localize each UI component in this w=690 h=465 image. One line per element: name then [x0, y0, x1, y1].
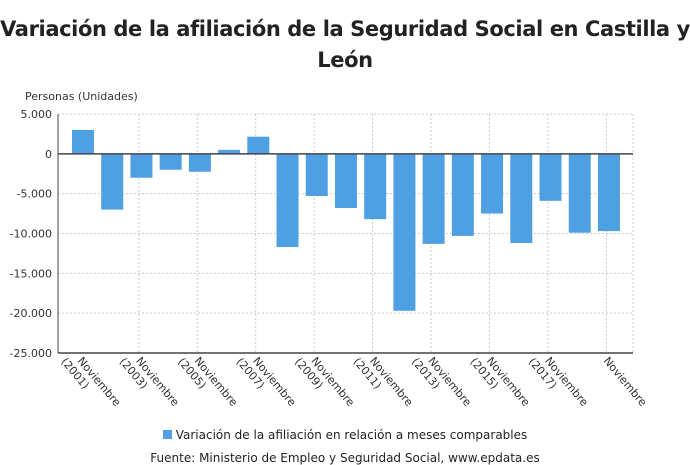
- legend: Variación de la afiliación en relación a…: [0, 428, 690, 442]
- bar: [218, 149, 241, 154]
- y-tick-label: 5.000: [21, 108, 53, 121]
- bar: [393, 153, 416, 311]
- x-tick-label: Noviembre(2003): [117, 355, 182, 410]
- y-tick-label: -15.000: [10, 267, 52, 280]
- y-axis-label: Personas (Unidades): [25, 90, 138, 103]
- x-tick-label: Noviembre(2013): [409, 355, 474, 410]
- bar: [247, 136, 270, 154]
- x-tick-label: Noviembre: [601, 355, 650, 410]
- bar: [305, 153, 328, 197]
- chart-title: Variación de la afiliación de la Segurid…: [0, 17, 690, 72]
- legend-label: Variación de la afiliación en relación a…: [175, 428, 528, 442]
- x-tick-label-line1: Noviembre: [601, 355, 650, 410]
- y-tick-labels: 5.000 0 -5.000 -10.000 -15.000 -20.000 -25.000: [10, 108, 52, 360]
- bar: [451, 153, 474, 236]
- x-tick-label: Noviembre(2011): [351, 355, 416, 410]
- bar: [101, 153, 124, 210]
- bar: [276, 153, 299, 248]
- bar: [539, 153, 562, 201]
- y-tick-label: -20.000: [10, 307, 52, 320]
- x-tick-label: Noviembre(2017): [526, 355, 591, 410]
- bar: [481, 153, 504, 214]
- grid: [58, 113, 634, 354]
- bar: [334, 153, 357, 209]
- axes: [57, 114, 633, 354]
- source-note: Fuente: Ministerio de Empleo y Seguridad…: [150, 451, 540, 465]
- x-tick-label: Noviembre(2007): [234, 355, 299, 410]
- bar: [130, 153, 153, 178]
- y-tick-label: -25.000: [10, 347, 52, 360]
- bar: [568, 153, 591, 233]
- bar: [422, 153, 445, 244]
- bar-chart: Personas (Unidades) 5.000 0 -5.000 -10.000 -…: [10, 90, 650, 410]
- x-tick-label: Noviembre(2005): [175, 355, 240, 410]
- x-tick-labels: Noviembre(2001) Noviembre(2003) Noviembre(…: [58, 355, 650, 410]
- bar: [188, 153, 211, 172]
- bar: [159, 153, 182, 170]
- bar: [510, 153, 533, 244]
- y-tick-label: -10.000: [10, 228, 52, 241]
- bar: [72, 129, 94, 154]
- legend-swatch: [162, 430, 172, 439]
- x-tick-label: Noviembre(2001): [58, 355, 123, 410]
- y-tick-label: -5.000: [17, 188, 52, 201]
- x-tick-label: Noviembre(2015): [467, 355, 532, 410]
- bar: [364, 153, 387, 220]
- bars: [72, 129, 620, 311]
- y-tick-label: 0: [45, 148, 52, 161]
- x-tick-label: Noviembre(2009): [292, 355, 357, 410]
- bar: [597, 153, 620, 232]
